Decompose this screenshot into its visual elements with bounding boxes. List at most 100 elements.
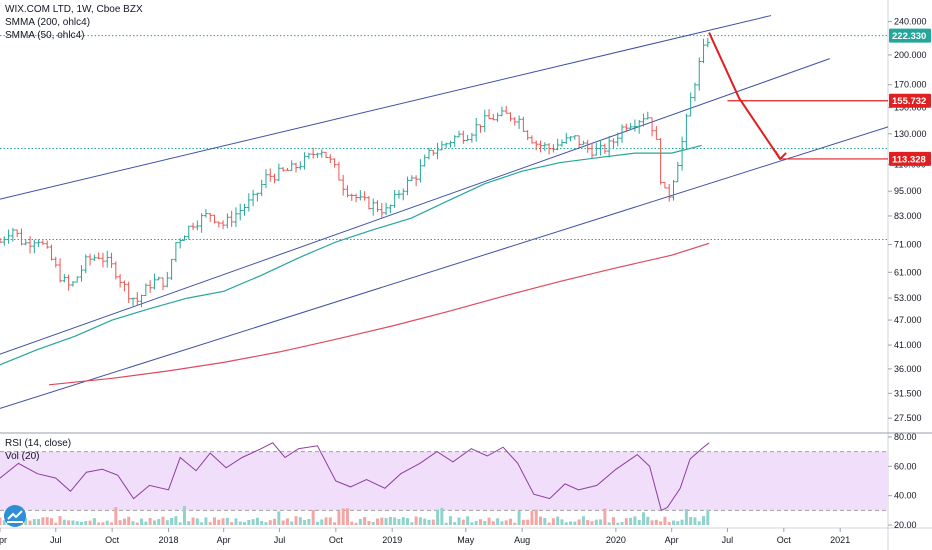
candle [684, 113, 689, 149]
channel-line-1 [0, 58, 830, 355]
candle [491, 114, 496, 121]
candle [701, 38, 706, 64]
candle [662, 181, 667, 189]
candle [0, 237, 2, 243]
candle [58, 258, 63, 283]
candle [105, 250, 110, 268]
candle [36, 239, 41, 247]
candle [654, 126, 659, 140]
volume-bar [238, 521, 242, 525]
volume-bar [697, 521, 701, 525]
volume-bar [24, 517, 28, 525]
price-tick-label: 130.000 [894, 129, 927, 139]
volume-bar [436, 509, 440, 525]
volume-bar [122, 518, 126, 525]
candle [444, 142, 449, 149]
candle [499, 106, 504, 117]
volume-bar [371, 522, 375, 525]
candle [294, 162, 298, 173]
candle [422, 154, 427, 167]
candle [2, 236, 7, 246]
volume-bar [521, 519, 525, 525]
volume-bar [45, 517, 49, 525]
candle [474, 117, 479, 142]
volume-bar [320, 519, 324, 525]
candle [482, 109, 487, 133]
candle [452, 135, 457, 147]
volume-bar [157, 518, 161, 525]
candle [70, 281, 75, 287]
volume-bar [28, 520, 32, 525]
candle [414, 175, 419, 187]
candle [692, 82, 697, 102]
volume-bar [251, 519, 255, 525]
candle [139, 294, 144, 308]
candle [281, 167, 286, 172]
candle [242, 203, 247, 216]
candle [191, 222, 196, 231]
candle [319, 149, 324, 158]
time-tick-label: Oct [105, 535, 120, 545]
time-tick-label: 2018 [159, 535, 179, 545]
volume-bar [165, 520, 169, 525]
candle [418, 159, 423, 183]
candle [148, 280, 153, 293]
volume-bars [0, 506, 710, 525]
candle [143, 283, 148, 296]
candle [130, 297, 135, 307]
volume-bar [62, 519, 66, 525]
volume-bar [500, 521, 504, 525]
candle [216, 221, 221, 228]
rsi-tick-label: 60.00 [894, 461, 917, 471]
candle [620, 124, 625, 143]
candle [641, 113, 646, 127]
candle [538, 140, 543, 153]
volume-bar [530, 511, 534, 525]
candle [88, 253, 93, 266]
volume-bar [101, 522, 105, 525]
candle [349, 193, 354, 201]
rsi-band [0, 451, 888, 511]
volume-bar [388, 517, 392, 525]
volume-bar [41, 517, 45, 525]
candle [465, 134, 470, 142]
volume-bar [118, 520, 122, 525]
candle [45, 240, 50, 249]
volume-bar [650, 520, 654, 525]
candle [628, 123, 633, 130]
volume-bar [84, 521, 88, 525]
candle [439, 140, 444, 151]
volume-bar [629, 517, 633, 525]
volume-bar [0, 517, 2, 525]
candle [401, 188, 406, 201]
volume-bar [105, 520, 109, 525]
volume-bar [573, 521, 577, 525]
candle [135, 292, 140, 306]
volume-bar [646, 516, 650, 525]
volume-bar [702, 516, 706, 525]
candle [697, 57, 702, 91]
volume-bar [37, 519, 41, 525]
volume-bar [204, 517, 208, 525]
volume-bar [144, 521, 148, 525]
candle [358, 190, 363, 201]
time-tick-label: Apr [0, 535, 7, 545]
candle [354, 193, 359, 203]
price-tick-label: 83.000 [894, 211, 922, 221]
rsi-line [0, 442, 710, 512]
tradingview-logo-icon[interactable] [4, 505, 26, 527]
volume-bar [264, 522, 268, 525]
candle [255, 192, 260, 202]
volume-bar [290, 521, 294, 525]
candle [559, 139, 564, 147]
volume-bar [496, 518, 500, 525]
volume-bar [234, 518, 238, 525]
candle [611, 138, 616, 148]
volume-bar [135, 522, 139, 525]
volume-bar [641, 512, 645, 525]
time-tick-label: Jul [50, 535, 62, 545]
candle [212, 214, 217, 224]
volume-bar [131, 521, 135, 525]
volume-bar [513, 522, 517, 525]
